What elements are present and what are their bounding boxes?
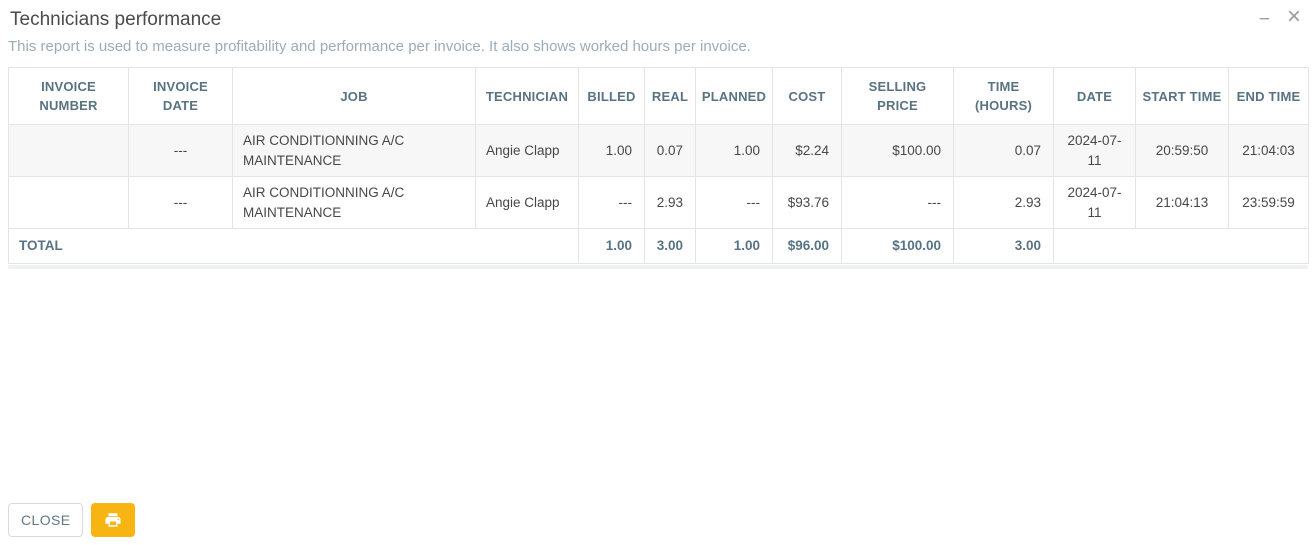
total-label: TOTAL [8,228,579,264]
table-bottom-scrollbar-track [8,265,1308,269]
col-header-invoice-number: INVOICE NUMBER [8,67,129,125]
page-title: Technicians performance [10,9,222,30]
cell-date: 2024-07-11 [1053,124,1136,177]
cell-billed: --- [578,176,645,229]
dialog-footer: CLOSE [8,503,136,537]
total-empty-cell [1053,228,1309,264]
cell-planned: 1.00 [695,124,773,177]
print-button[interactable] [91,503,136,537]
minimize-icon[interactable]: − [1258,9,1270,30]
cell-date: 2024-07-11 [1053,176,1136,229]
cell-time-hours: 0.07 [953,124,1054,177]
col-header-date: DATE [1053,67,1136,125]
total-billed: 1.00 [578,228,645,264]
cell-cost: $93.76 [772,176,842,229]
cell-job: AIR CONDITIONNING A/C MAINTENANCE [232,176,476,229]
performance-table: INVOICE NUMBER INVOICE DATE JOB TECHNICI… [8,67,1309,264]
cell-real: 2.93 [644,176,696,229]
cell-planned: --- [695,176,773,229]
cell-billed: 1.00 [578,124,645,177]
col-header-real: REAL [644,67,696,125]
cell-technician: Angie Clapp [475,176,579,229]
table-row: --- AIR CONDITIONNING A/C MAINTENANCE An… [8,124,1309,177]
cell-real: 0.07 [644,124,696,177]
total-planned: 1.00 [695,228,773,264]
col-header-technician: TECHNICIAN [475,67,579,125]
col-header-job: JOB [232,67,476,125]
col-header-time-hours: TIME (HOURS) [953,67,1054,125]
titlebar: Technicians performance − × [0,0,1315,31]
close-icon[interactable]: × [1286,3,1301,30]
report-description: This report is used to measure profitabi… [8,38,751,55]
table-header-row: INVOICE NUMBER INVOICE DATE JOB TECHNICI… [8,67,1309,125]
cell-cost: $2.24 [772,124,842,177]
cell-invoice-number [8,176,129,229]
cell-time-hours: 2.93 [953,176,1054,229]
cell-invoice-number [8,124,129,177]
total-row: TOTAL 1.00 3.00 1.00 $96.00 $100.00 3.00 [8,228,1309,264]
window-controls: − × [1258,3,1301,30]
cell-selling-price: --- [841,176,954,229]
printer-icon [104,511,122,529]
total-selling-price: $100.00 [841,228,954,264]
cell-invoice-date: --- [128,124,233,177]
cell-start-time: 20:59:50 [1135,124,1229,177]
col-header-end-time: END TIME [1228,67,1309,125]
cell-technician: Angie Clapp [475,124,579,177]
cell-selling-price: $100.00 [841,124,954,177]
col-header-start-time: START TIME [1135,67,1229,125]
col-header-invoice-date: INVOICE DATE [128,67,233,125]
col-header-billed: BILLED [578,67,645,125]
col-header-planned: PLANNED [695,67,773,125]
close-button[interactable]: CLOSE [8,503,84,537]
table-row: --- AIR CONDITIONNING A/C MAINTENANCE An… [8,176,1309,229]
cell-start-time: 21:04:13 [1135,176,1229,229]
total-real: 3.00 [644,228,696,264]
col-header-selling-price: SELLING PRICE [841,67,954,125]
col-header-cost: COST [772,67,842,125]
cell-end-time: 21:04:03 [1228,124,1309,177]
total-cost: $96.00 [772,228,842,264]
cell-end-time: 23:59:59 [1228,176,1309,229]
cell-job: AIR CONDITIONNING A/C MAINTENANCE [232,124,476,177]
total-time-hours: 3.00 [953,228,1054,264]
cell-invoice-date: --- [128,176,233,229]
